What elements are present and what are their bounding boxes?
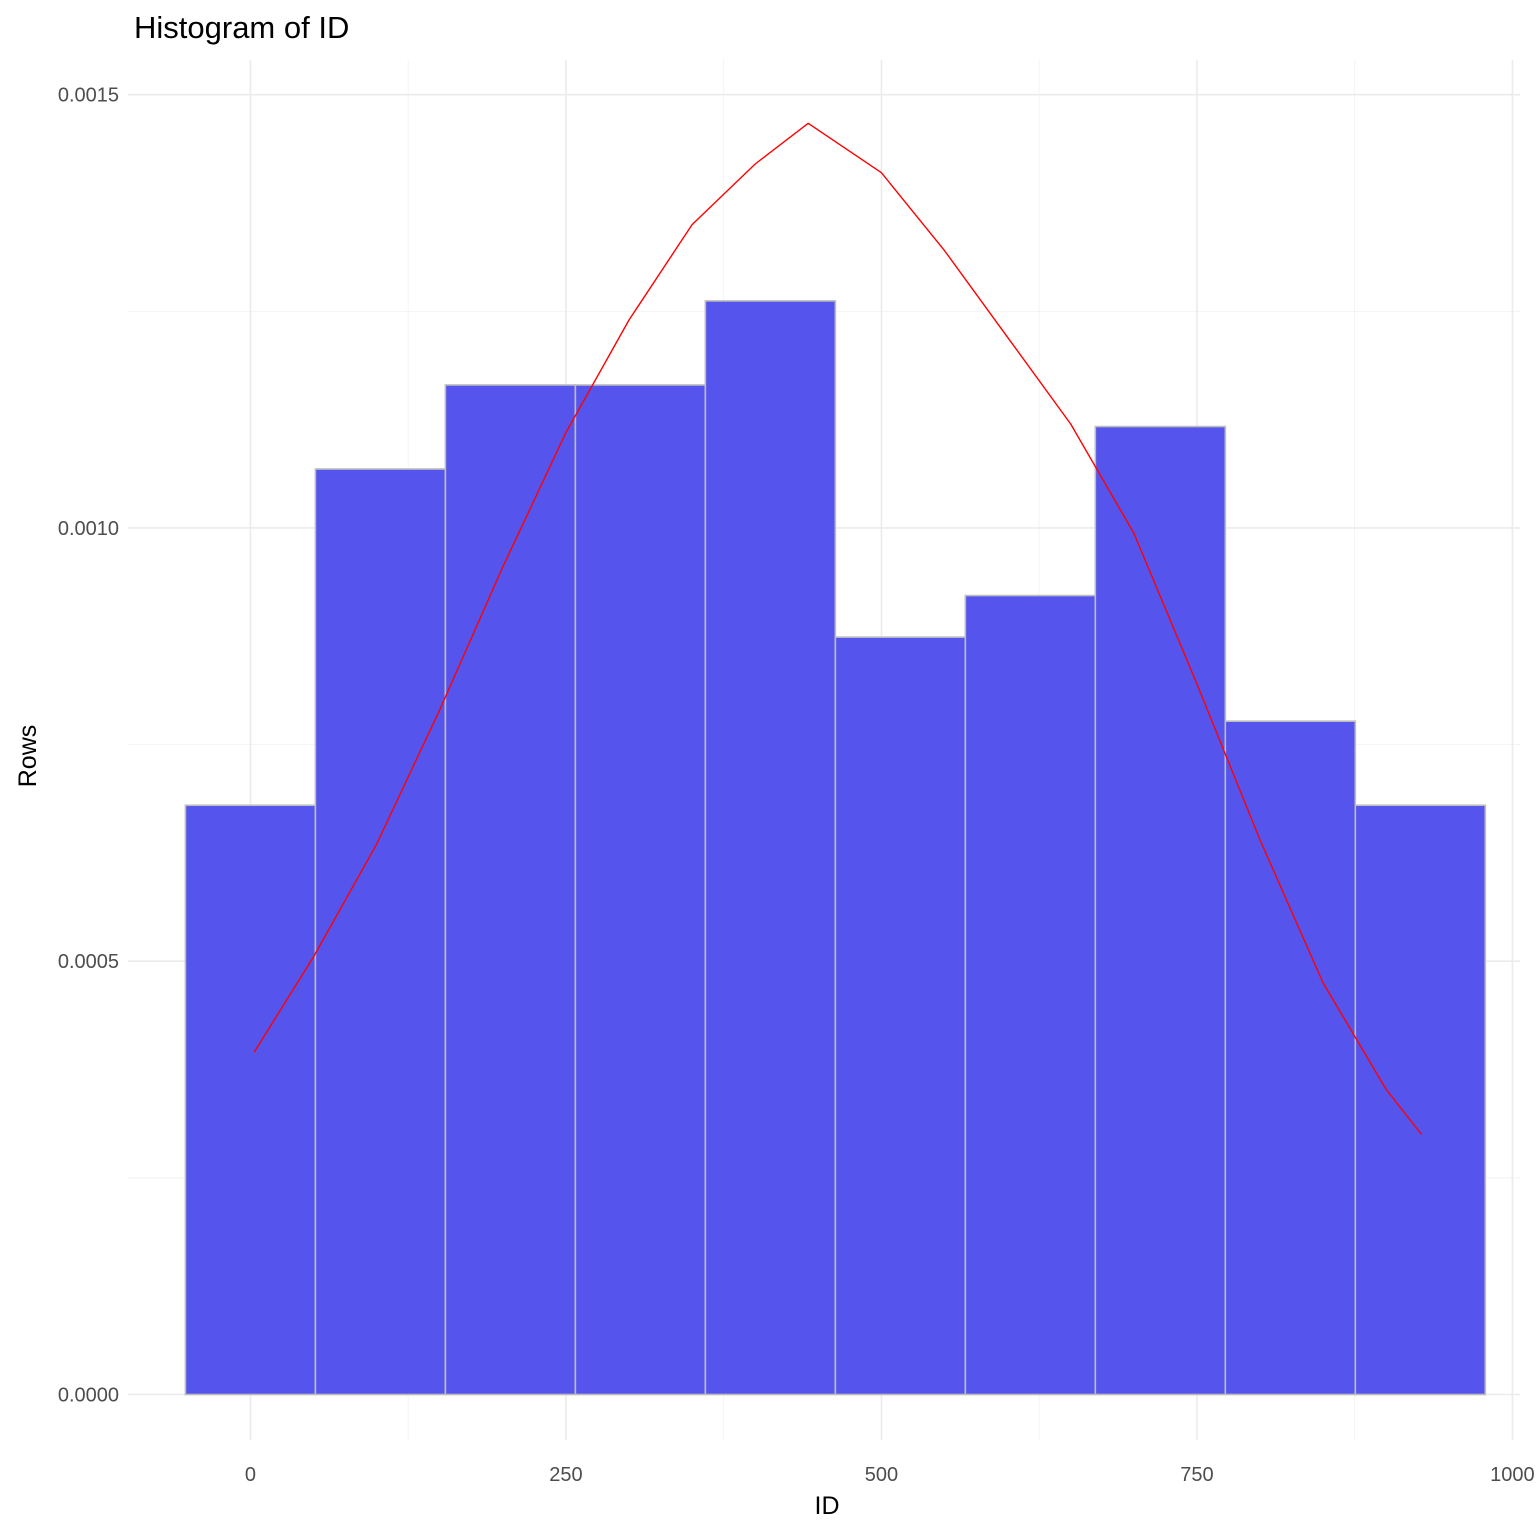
density-curve-line [253, 122, 1423, 1135]
histogram-bar [314, 468, 447, 1396]
histogram-bar [1224, 720, 1357, 1396]
histogram-bar [444, 384, 577, 1396]
density-curve-layer [253, 122, 1423, 1135]
x-tick-label: 250 [549, 1464, 582, 1486]
y-tick-label: 0.0010 [58, 518, 119, 540]
bars-layer [184, 300, 1487, 1396]
x-tick-label: 1000 [1490, 1464, 1535, 1486]
x-axis-title: ID [815, 1492, 840, 1520]
y-tick-label: 0.0005 [58, 951, 119, 973]
chart-title: Histogram of ID [134, 10, 350, 45]
tick-labels-layer: 0 250 500 750 1000 0.0000 0.0005 0.0010 0.0015 [58, 85, 1535, 1486]
histogram-bar [1354, 804, 1487, 1396]
histogram-bar [964, 594, 1097, 1396]
x-tick-label: 750 [1180, 1464, 1213, 1486]
y-tick-label: 0.0015 [58, 85, 119, 107]
histogram-bar [184, 804, 317, 1396]
histogram-bar [834, 636, 967, 1396]
x-tick-label: 0 [245, 1464, 256, 1486]
histogram-bar [1094, 425, 1227, 1396]
y-axis-title: Rows [14, 725, 42, 788]
histogram-bar [704, 300, 837, 1396]
x-tick-label: 500 [865, 1464, 898, 1486]
y-tick-label: 0.0000 [58, 1385, 119, 1407]
histogram-bar [574, 384, 707, 1396]
